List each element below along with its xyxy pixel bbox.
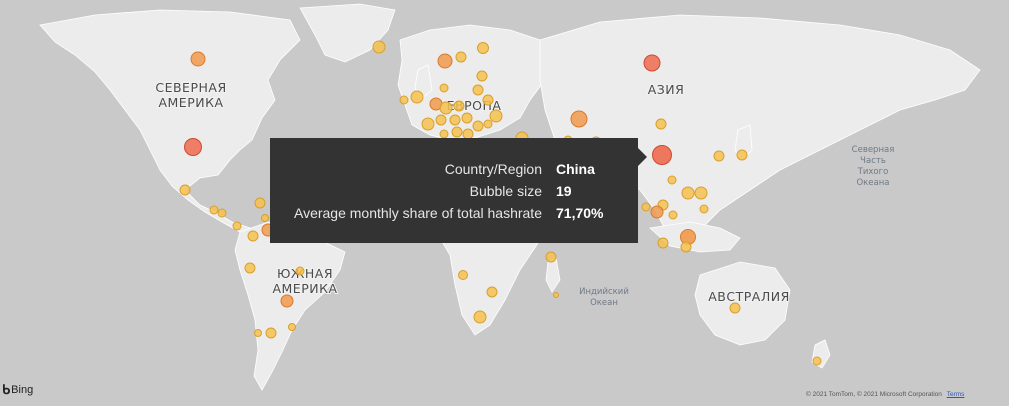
bubble[interactable] xyxy=(545,251,557,263)
south-america-label-line2: АМЕРИКА xyxy=(272,281,337,296)
bubble[interactable] xyxy=(472,120,484,132)
bubble[interactable] xyxy=(295,266,305,276)
bubble[interactable] xyxy=(209,205,219,215)
bubble[interactable] xyxy=(655,118,667,130)
pacific-ocean-label-line4: Океана xyxy=(856,178,889,188)
bubble[interactable] xyxy=(812,356,822,366)
tooltip-key: Country/Region xyxy=(444,161,542,177)
bubble[interactable] xyxy=(247,230,259,242)
bubble-china[interactable] xyxy=(652,145,672,165)
bubble[interactable] xyxy=(489,109,503,123)
terms-link[interactable]: Terms xyxy=(946,391,965,398)
tooltip-value: China xyxy=(556,161,595,177)
bubble[interactable] xyxy=(439,101,453,115)
bubble[interactable] xyxy=(399,95,409,105)
north-america-label-line2: АМЕРИКА xyxy=(158,95,223,110)
bubble[interactable] xyxy=(458,270,468,280)
bubble[interactable] xyxy=(486,286,498,298)
bubble[interactable] xyxy=(421,117,435,131)
bubble[interactable] xyxy=(668,210,678,220)
bubble[interactable] xyxy=(280,294,294,308)
bubble[interactable] xyxy=(435,114,447,126)
madagascar-landmass xyxy=(545,257,561,293)
bubble[interactable] xyxy=(729,302,741,314)
bubble-russia[interactable] xyxy=(643,54,661,72)
bubble[interactable] xyxy=(410,90,424,104)
bubble-united-states[interactable] xyxy=(184,138,202,156)
uk-landmass xyxy=(414,64,433,99)
bubble[interactable] xyxy=(449,114,461,126)
tooltip-row-hashrate: Average monthly share of total hashrate … xyxy=(270,202,638,224)
australia-label: АВСТРАЛИЯ xyxy=(708,289,790,304)
bubble[interactable] xyxy=(736,149,748,161)
bubble[interactable] xyxy=(461,112,473,124)
pacific-ocean-label-line3: Тихого xyxy=(857,167,889,177)
bubble[interactable] xyxy=(439,129,449,139)
greenland-landmass xyxy=(299,3,396,63)
bubble[interactable] xyxy=(482,94,494,106)
south-america-label-line1: ЮЖНАЯ xyxy=(277,266,333,281)
bubble[interactable] xyxy=(680,241,692,253)
hover-tooltip: Country/Region China Bubble size 19 Aver… xyxy=(270,138,647,243)
bubble[interactable] xyxy=(667,175,677,185)
bubble[interactable] xyxy=(451,126,463,138)
bubble[interactable] xyxy=(681,186,695,200)
bubble[interactable] xyxy=(179,184,191,196)
bubble[interactable] xyxy=(476,70,488,82)
bubble[interactable] xyxy=(483,119,493,129)
hashrate-bubbles[interactable] xyxy=(179,40,822,366)
bubble[interactable] xyxy=(217,208,227,218)
bubble[interactable] xyxy=(254,197,266,209)
map-attribution: © 2021 TomTom, © 2021 Microsoft Corporat… xyxy=(806,391,964,398)
bing-b-icon: ᑲ xyxy=(2,382,11,397)
indian-ocean-label-line2: Океан xyxy=(590,298,618,308)
bubble[interactable] xyxy=(455,51,467,63)
bubble[interactable] xyxy=(553,292,559,298)
bubble[interactable] xyxy=(472,84,484,96)
bubble[interactable] xyxy=(372,40,386,54)
tooltip-key: Average monthly share of total hashrate xyxy=(293,205,542,221)
tooltip-value: 71,70% xyxy=(556,205,604,221)
bubble[interactable] xyxy=(261,214,269,222)
bubble[interactable] xyxy=(439,83,449,93)
tooltip-row-country: Country/Region China xyxy=(270,158,638,180)
pacific-ocean-label-line2: Часть xyxy=(860,156,886,166)
bubble[interactable] xyxy=(650,205,664,219)
bubble[interactable] xyxy=(244,262,256,274)
bubble[interactable] xyxy=(570,110,588,128)
bubble[interactable] xyxy=(288,323,296,331)
tooltip-value: 19 xyxy=(556,183,572,199)
bubble[interactable] xyxy=(232,221,242,231)
bubble[interactable] xyxy=(657,237,669,249)
bubble[interactable] xyxy=(641,202,651,212)
bubble[interactable] xyxy=(473,310,487,324)
bubble[interactable] xyxy=(453,100,465,112)
bubble[interactable] xyxy=(713,150,725,162)
pacific-ocean-label-line1: Северная xyxy=(852,145,895,155)
asia-label: АЗИЯ xyxy=(648,82,685,97)
bubble[interactable] xyxy=(265,327,277,339)
north-america-label-line1: СЕВЕРНАЯ xyxy=(155,80,226,95)
indian-ocean-label-line1: Индийский xyxy=(579,287,629,297)
bubble[interactable] xyxy=(190,51,206,67)
bubble[interactable] xyxy=(699,204,709,214)
tooltip-row-bubble-size: Bubble size 19 xyxy=(270,180,638,202)
bing-logo-text: Bing xyxy=(11,384,34,396)
bing-logo[interactable]: ᑲ Bing xyxy=(2,382,33,398)
copyright-text: © 2021 TomTom, © 2021 Microsoft Corporat… xyxy=(806,391,942,398)
bubble[interactable] xyxy=(694,186,708,200)
bubble[interactable] xyxy=(437,53,453,69)
ocean-labels: Северная Часть Тихого Океана Индийский О… xyxy=(579,145,894,308)
australia-landmass xyxy=(694,261,791,346)
bubble[interactable] xyxy=(477,42,489,54)
bubble[interactable] xyxy=(254,329,262,337)
tooltip-key: Bubble size xyxy=(469,183,542,199)
